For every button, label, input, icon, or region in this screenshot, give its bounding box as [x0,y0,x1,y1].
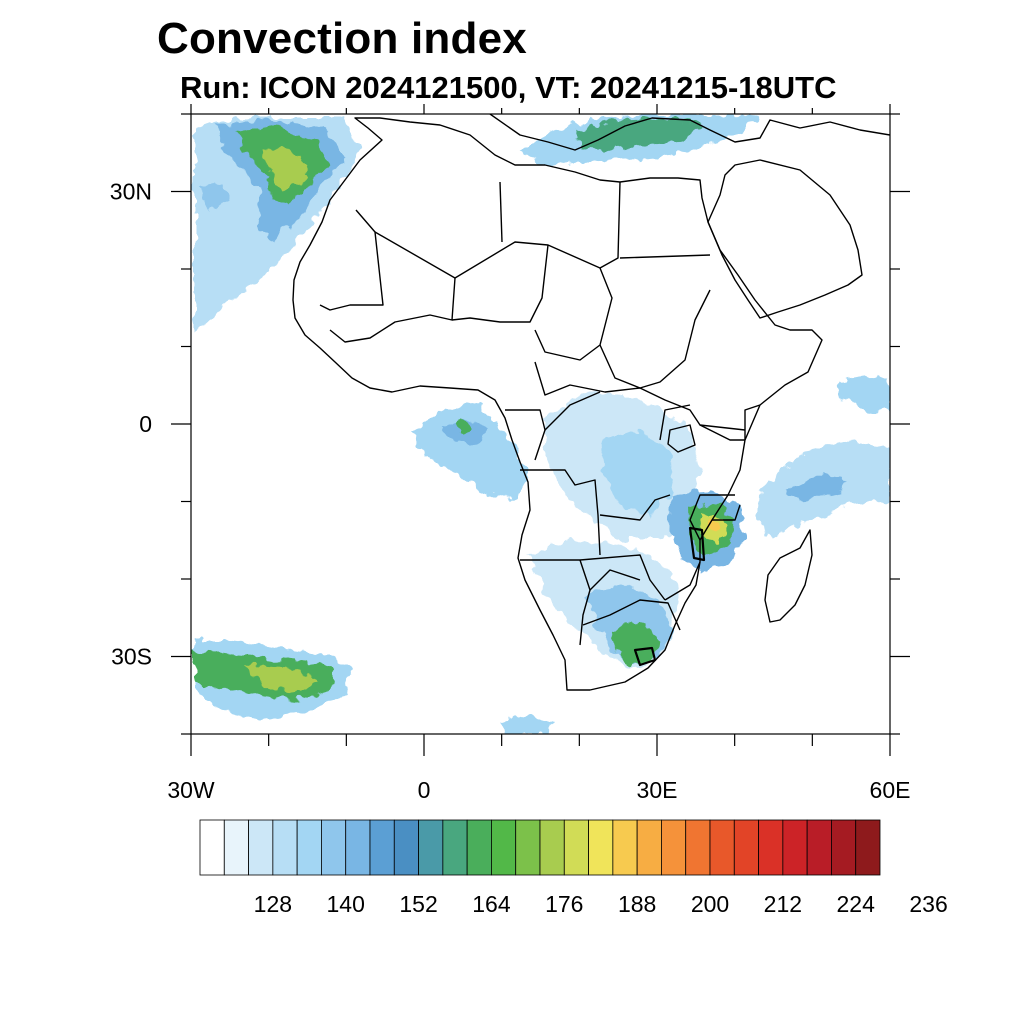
colorbar-swatch [806,819,832,876]
africa-coastline [292,117,823,691]
colorbar-swatch [758,819,784,876]
colorbar-swatch [442,819,468,876]
colorbar-swatch [588,819,614,876]
colorbar-swatch [539,819,565,876]
y-tick-label: 0 [139,411,152,437]
colorbar-swatch [223,819,249,876]
colorbar-label: 200 [691,891,729,917]
axis-ticks [171,104,910,756]
colorbar-swatch [636,819,662,876]
chart-title: Convection index [157,14,527,63]
colorbar-swatch [466,819,492,876]
colorbar [199,819,881,876]
colorbar-label: 140 [327,891,365,917]
colorbar-label: 164 [472,891,511,917]
axis-tick-labels: 30W 0 30E 60E 30N 0 30S [110,179,911,804]
x-tick-label: 0 [418,777,431,803]
colorbar-swatch [515,819,541,876]
colorbar-swatch [563,819,589,876]
coastlines-and-borders [292,114,890,691]
colorbar-label: 188 [618,891,656,917]
colorbar-swatch [248,819,274,876]
y-tick-label: 30N [110,179,152,205]
europe-coastline [489,114,890,151]
colorbar-labels: 128 140 152 164 176 188 200 212 224 236 [254,891,948,917]
colorbar-swatch [491,819,517,876]
colorbar-label: 152 [399,891,437,917]
colorbar-swatch [685,819,711,876]
arabia-coastline [707,159,863,319]
colorbar-swatch [733,819,759,876]
colorbar-swatch [418,819,444,876]
colorbar-swatch [709,819,735,876]
madagascar-outline [764,529,813,623]
colorbar-label: 128 [254,891,292,917]
colorbar-swatch [321,819,347,876]
colorbar-swatch [855,819,881,876]
colorbar-swatch [661,819,687,876]
colorbar-swatch [612,819,638,876]
convection-shading [193,114,890,734]
colorbar-swatch [782,819,808,876]
x-tick-label: 30E [637,777,678,803]
x-tick-label: 60E [870,777,911,803]
x-tick-label: 30W [167,777,215,803]
colorbar-label: 224 [837,891,876,917]
colorbar-swatch [831,819,857,876]
colorbar-label: 212 [764,891,802,917]
colorbar-swatch [345,819,371,876]
colorbar-swatch [199,819,225,876]
colorbar-swatch [296,819,322,876]
colorbar-label: 236 [909,891,947,917]
y-tick-label: 30S [111,644,152,670]
colorbar-swatch [393,819,419,876]
colorbar-label: 176 [545,891,583,917]
colorbar-swatch [369,819,395,876]
colorbar-swatch [272,819,298,876]
chart-subtitle: Run: ICON 2024121500, VT: 20241215-18UTC [180,70,837,105]
